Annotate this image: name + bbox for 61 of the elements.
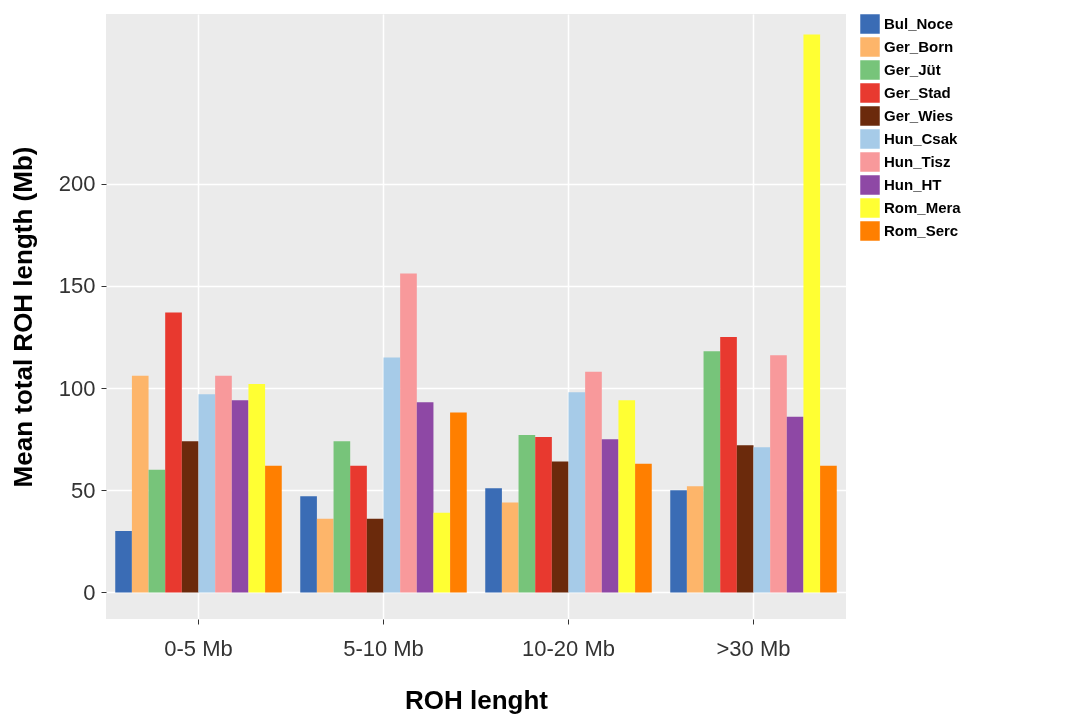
legend-label: Ger_Born xyxy=(884,38,954,55)
bar xyxy=(450,412,467,593)
bar xyxy=(265,465,282,593)
x-tick-label: >30 Mb xyxy=(716,635,791,661)
bar xyxy=(770,355,787,593)
bar xyxy=(720,336,737,593)
bar xyxy=(670,490,687,593)
bar xyxy=(820,465,837,593)
bar xyxy=(753,447,771,593)
legend-label: Rom_Mera xyxy=(884,199,962,216)
bar xyxy=(635,463,652,593)
legend-label: Hun_Csak xyxy=(884,130,959,147)
bar xyxy=(703,351,721,593)
bar xyxy=(485,488,502,593)
bar xyxy=(501,502,519,593)
bar xyxy=(400,273,417,593)
bar xyxy=(215,375,232,593)
y-tick-label: 50 xyxy=(71,477,96,503)
bar xyxy=(115,531,132,593)
y-axis-title: Mean total ROH length (Mb) xyxy=(7,146,38,488)
bar xyxy=(786,416,804,593)
legend-label: Hun_HT xyxy=(884,176,942,193)
legend-label: Ger_Wies xyxy=(884,107,954,124)
bar xyxy=(416,402,434,593)
x-tick-label: 5-10 Mb xyxy=(343,635,424,661)
y-tick-label: 0 xyxy=(83,579,96,605)
bar xyxy=(535,437,552,593)
bar xyxy=(518,435,536,593)
bar xyxy=(300,496,317,593)
bar xyxy=(568,392,586,593)
legend-label: Ger_Jüt xyxy=(884,61,941,78)
bar xyxy=(165,312,182,593)
bar xyxy=(433,512,451,593)
bar xyxy=(181,441,199,593)
bar xyxy=(618,400,636,593)
bar xyxy=(248,383,266,593)
bar xyxy=(131,375,149,593)
bar xyxy=(803,34,821,593)
bar xyxy=(585,371,602,593)
bar xyxy=(198,394,216,593)
bar xyxy=(316,518,334,593)
legend-label: Ger_Stad xyxy=(884,84,951,101)
y-tick-label: 200 xyxy=(58,171,96,197)
bar xyxy=(736,445,754,593)
bar xyxy=(231,400,249,593)
bar xyxy=(383,357,401,593)
x-tick-label: 10-20 Mb xyxy=(522,635,615,661)
x-axis-title: ROH lenght xyxy=(405,684,549,715)
y-tick-label: 100 xyxy=(58,375,96,401)
y-tick-label: 150 xyxy=(58,273,96,299)
bar xyxy=(601,439,619,593)
legend-label: Hun_Tisz xyxy=(884,153,951,170)
bar xyxy=(551,461,569,593)
legend-label: Bul_Noce xyxy=(884,15,954,32)
bar xyxy=(333,441,351,593)
x-tick-label: 0-5 Mb xyxy=(164,635,233,661)
bar xyxy=(686,486,704,593)
bar xyxy=(148,469,166,593)
legend-label: Rom_Serc xyxy=(884,222,959,239)
bar xyxy=(350,465,367,593)
bar xyxy=(366,518,384,593)
